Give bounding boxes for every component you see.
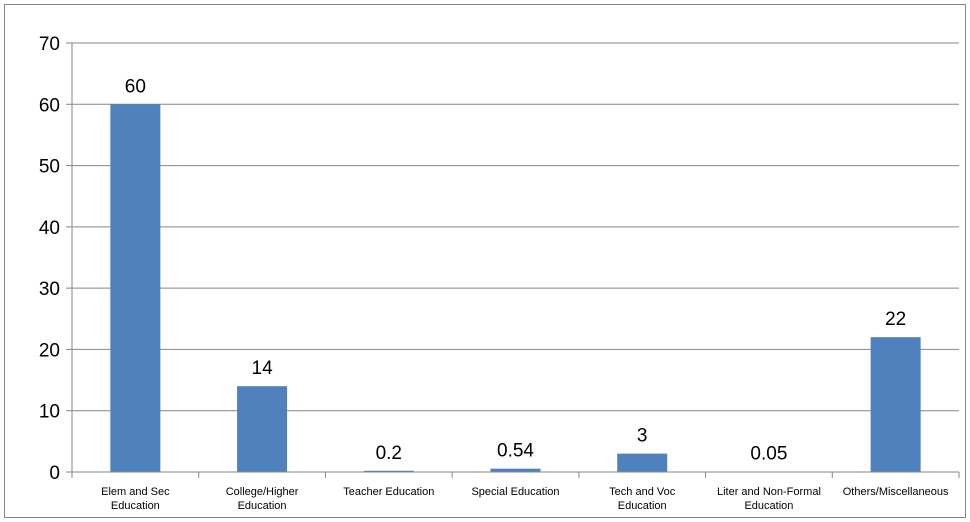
x-tick-label: Tech and Voc <box>609 486 676 498</box>
x-tick-label: Education <box>238 500 287 512</box>
y-tick-label: 70 <box>39 34 60 55</box>
y-tick-label: 0 <box>49 463 60 484</box>
y-tick-label: 60 <box>39 95 60 116</box>
data-label: 3 <box>637 426 648 447</box>
data-label: 22 <box>885 309 906 330</box>
bar <box>110 104 161 473</box>
bar-chart: 0 10 20 30 40 50 60 70 Elem and Sec Education 60 Co… <box>39 34 960 512</box>
data-label: 0.05 <box>750 444 787 465</box>
data-label: 14 <box>252 358 274 379</box>
data-label: 60 <box>125 76 146 97</box>
bar <box>617 453 668 472</box>
y-tick-label: 20 <box>39 340 60 361</box>
bar <box>490 468 541 472</box>
chart-frame: 0 10 20 30 40 50 60 70 Elem and Sec Education 60 Co… <box>4 4 966 518</box>
bar <box>363 470 414 472</box>
bar <box>237 386 288 472</box>
x-tick-label: Education <box>618 500 667 512</box>
bars <box>110 104 921 473</box>
data-label: 0.2 <box>376 443 402 464</box>
x-tick-label: Education <box>111 500 160 512</box>
x-tick-label: Special Education <box>471 486 559 498</box>
x-tick-label: Others/Miscellaneous <box>843 486 949 498</box>
labels: 0 10 20 30 40 50 60 70 Elem and Sec Education 60 Co… <box>39 34 949 512</box>
x-tick-label: College/Higher <box>226 486 299 498</box>
x-tick-label: Liter and Non-Formal <box>717 486 821 498</box>
gridlines <box>72 42 959 412</box>
y-tick-label: 30 <box>39 279 60 300</box>
x-tick-label: Elem and Sec <box>101 486 170 498</box>
data-label: 0.54 <box>497 441 534 462</box>
x-tick-label: Education <box>744 500 793 512</box>
y-tick-label: 10 <box>39 402 60 423</box>
y-tick-label: 40 <box>39 218 60 239</box>
x-tick-label: Teacher Education <box>343 486 434 498</box>
bar <box>870 337 921 472</box>
axes <box>66 42 960 478</box>
y-tick-label: 50 <box>39 157 60 178</box>
